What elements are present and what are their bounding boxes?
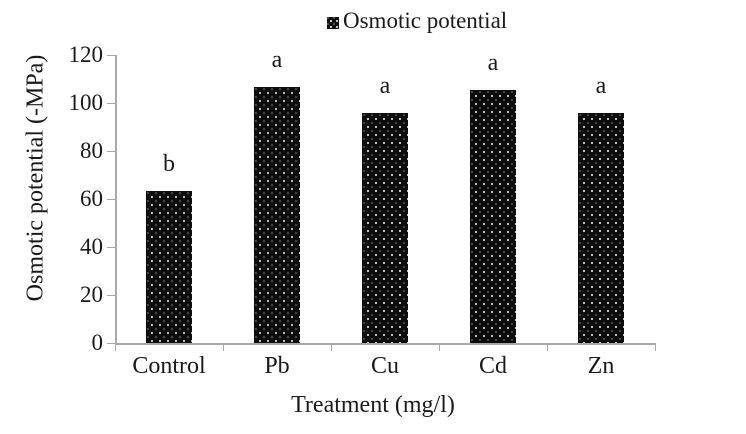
x-category-label: Cd	[478, 353, 507, 379]
chart-legend: Osmotic potential	[327, 8, 507, 34]
bar-control	[146, 190, 192, 343]
legend-dotted-square-icon	[327, 16, 339, 29]
bar-cd	[470, 89, 516, 343]
legend-label: Osmotic potential	[343, 8, 508, 33]
y-tick-mark	[107, 54, 115, 56]
x-axis-title: Treatment (mg/l)	[291, 392, 455, 418]
x-category-label: Control	[132, 353, 206, 379]
y-tick-label: 60	[80, 186, 103, 211]
y-tick-mark	[107, 150, 115, 152]
x-tick-mark	[330, 344, 332, 351]
x-tick-mark	[114, 344, 116, 351]
significance-letter: a	[595, 72, 607, 99]
x-tick-mark	[222, 344, 224, 351]
y-tick-label: 40	[80, 234, 103, 259]
significance-letter: b	[163, 150, 175, 177]
significance-letter: a	[379, 72, 391, 99]
significance-letter: a	[271, 47, 283, 74]
x-category-label: Cu	[370, 353, 399, 379]
y-tick-mark	[107, 198, 115, 200]
x-tick-mark	[438, 344, 440, 351]
x-category-label: Zn	[587, 353, 615, 379]
bar-zn	[578, 112, 624, 343]
y-tick-label: 80	[80, 138, 103, 163]
x-axis-line	[115, 343, 656, 345]
y-tick-label: 0	[91, 330, 104, 355]
y-tick-label: 100	[68, 90, 104, 115]
y-axis-line	[115, 55, 117, 344]
y-tick-mark	[107, 102, 115, 104]
y-tick-label: 20	[80, 282, 103, 307]
bar-pb	[254, 87, 300, 343]
y-tick-label: 120	[68, 42, 104, 67]
bar-cu	[362, 112, 408, 343]
y-tick-mark	[107, 342, 115, 344]
x-tick-mark	[546, 344, 548, 351]
significance-letter: a	[487, 49, 499, 76]
y-tick-mark	[107, 246, 115, 248]
y-tick-mark	[107, 294, 115, 296]
x-tick-mark	[654, 344, 656, 351]
x-category-label: Pb	[264, 353, 290, 379]
